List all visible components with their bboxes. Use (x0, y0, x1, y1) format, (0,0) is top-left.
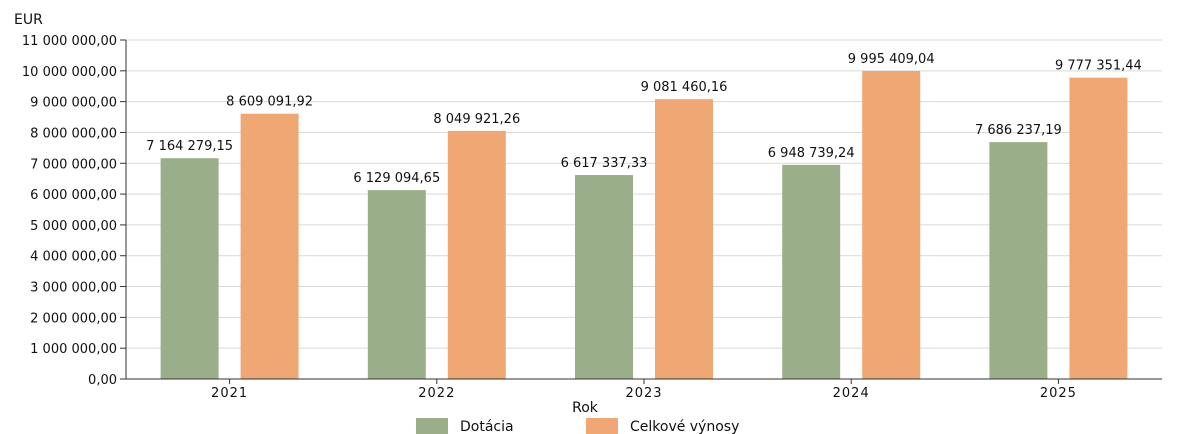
y-tick-label: 9 000 000,00 (30, 96, 117, 111)
gridlines (126, 39, 1162, 349)
bar-dotacia-2021 (160, 158, 219, 379)
data-label: 9 777 351,44 (1055, 59, 1142, 74)
bar-celkove-vynosy-2024 (862, 70, 921, 380)
legend: Dotácia Celkové výnosy (416, 418, 739, 434)
data-label: 8 609 091,92 (226, 95, 313, 110)
x-tick-label: 2021 (211, 386, 248, 401)
x-axis-title: Rok (572, 400, 599, 416)
data-label: 6 129 094,65 (353, 171, 440, 186)
data-label: 9 081 460,16 (641, 80, 728, 95)
y-axis-title: EUR (14, 12, 43, 28)
y-tick-label: 4 000 000,00 (30, 250, 117, 265)
data-label: 6 617 337,33 (561, 156, 648, 171)
data-label: 6 948 739,24 (768, 146, 855, 161)
legend-swatch (586, 418, 618, 434)
data-label: 7 686 237,19 (975, 123, 1062, 138)
y-tick-label: 7 000 000,00 (30, 157, 117, 172)
y-tick-label: 8 000 000,00 (30, 126, 117, 141)
x-tick-label: 2022 (418, 386, 455, 401)
y-tick-label: 10 000 000,00 (22, 65, 117, 80)
y-tick-label: 0,00 (88, 373, 117, 388)
x-tick-label: 2023 (625, 386, 662, 401)
bar-celkove-vynosy-2021 (240, 113, 299, 379)
y-tick-label: 2 000 000,00 (30, 311, 117, 326)
y-tick-label: 6 000 000,00 (30, 188, 117, 203)
data-labels: 7 164 279,15 8 609 091,92 6 129 094,65 8 04… (146, 52, 1142, 186)
bar-celkove-vynosy-2022 (447, 130, 506, 379)
y-tick-label: 1 000 000,00 (30, 342, 117, 357)
bar-dotacia-2024 (782, 164, 841, 379)
bars (160, 70, 1128, 380)
data-label: 7 164 279,15 (146, 139, 233, 154)
y-tick-label: 11 000 000,00 (22, 34, 117, 49)
axes: 0,00 1 000 000,00 2 000 000,00 3 000 000,00… (22, 34, 1162, 401)
x-tick-label: 2025 (1040, 386, 1077, 401)
y-tick-label: 3 000 000,00 (30, 281, 117, 296)
bar-dotacia-2022 (367, 190, 426, 379)
data-label: 9 995 409,04 (848, 52, 935, 67)
bar-celkove-vynosy-2025 (1069, 77, 1128, 379)
legend-swatch (416, 418, 448, 434)
bar-dotacia-2025 (989, 142, 1048, 379)
x-tick-label: 2024 (833, 386, 870, 401)
legend-label: Dotácia (460, 419, 514, 434)
y-tick-label: 5 000 000,00 (30, 219, 117, 234)
bar-dotacia-2023 (575, 175, 633, 379)
bar-celkove-vynosy-2023 (655, 99, 713, 379)
legend-label: Celkové výnosy (630, 419, 739, 434)
data-label: 8 049 921,26 (433, 112, 520, 127)
